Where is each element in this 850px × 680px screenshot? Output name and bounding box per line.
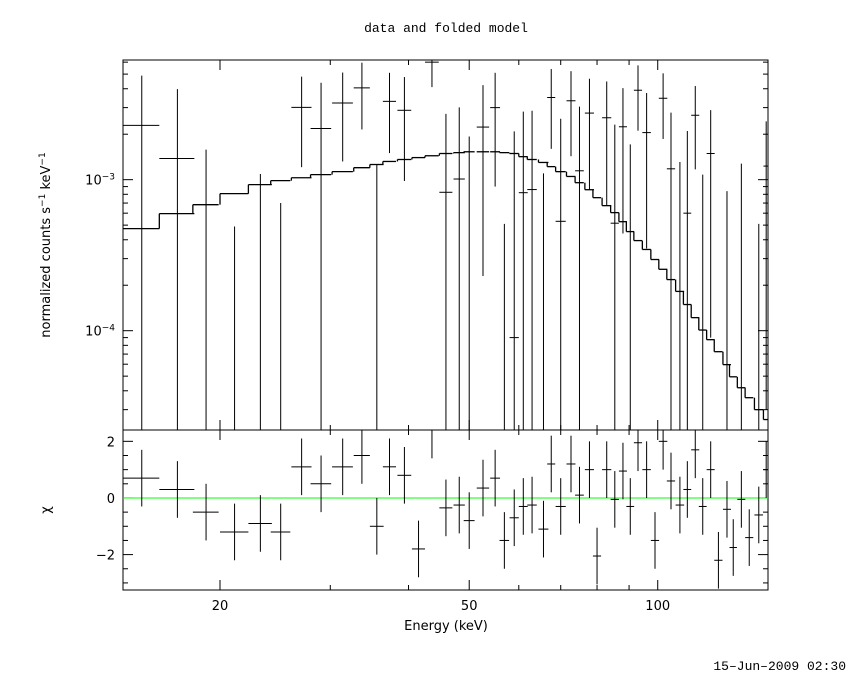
y-tick-label-exponent: −4 xyxy=(102,324,116,334)
y-tick-label: 2 xyxy=(107,435,115,450)
y-tick-label: 10−4 xyxy=(85,324,115,340)
x-tick-label: 100 xyxy=(645,599,670,614)
y-axis-label: normalized counts s−1 keV−1 xyxy=(38,152,54,337)
x-axis-label: Energy (keV) xyxy=(404,619,488,634)
y-tick-label: −2 xyxy=(96,549,115,564)
y-tick-label: 0 xyxy=(107,492,115,507)
y-axis-label-part: −1 xyxy=(38,194,48,207)
y-tick-label-base: 10 xyxy=(85,325,102,340)
x-tick-label: 50 xyxy=(461,599,478,614)
chart-title: data and folded model xyxy=(364,21,528,36)
plot-frame xyxy=(122,429,769,591)
x-tick-label: 20 xyxy=(212,599,229,614)
y-tick-label-base: 2 xyxy=(107,435,115,450)
plot-area xyxy=(123,60,768,430)
timestamp: 15–Jun–2009 02:30 xyxy=(713,659,846,674)
y-tick-label-base: 10 xyxy=(85,174,102,189)
y-tick-label: 10−3 xyxy=(85,173,115,189)
plot-area xyxy=(123,430,768,589)
y-tick-label-exponent: −3 xyxy=(102,173,115,183)
y-axis-label-part: −1 xyxy=(38,152,48,165)
y-axis-label: χ xyxy=(39,506,54,514)
y-axis-label-part: normalized counts s xyxy=(39,207,54,338)
y-axis-label-part: keV xyxy=(39,165,54,193)
y-tick-label-base: 0 xyxy=(107,492,115,507)
y-tick-label-base: −2 xyxy=(96,549,115,564)
